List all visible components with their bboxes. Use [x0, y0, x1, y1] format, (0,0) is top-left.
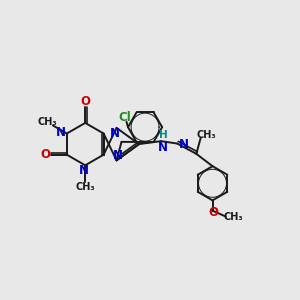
Text: O: O	[80, 95, 90, 108]
Text: CH₃: CH₃	[38, 117, 57, 127]
Text: H: H	[159, 130, 168, 140]
Text: CH₃: CH₃	[197, 130, 217, 140]
Text: N: N	[113, 148, 123, 162]
Text: CH₃: CH₃	[223, 212, 243, 221]
Text: O: O	[208, 206, 218, 219]
Text: Cl: Cl	[118, 111, 131, 124]
Text: O: O	[40, 148, 50, 161]
Text: CH₃: CH₃	[75, 182, 95, 192]
Text: N: N	[158, 141, 167, 154]
Text: N: N	[110, 127, 120, 140]
Text: N: N	[79, 164, 89, 177]
Text: N: N	[56, 125, 65, 139]
Text: N: N	[179, 139, 189, 152]
